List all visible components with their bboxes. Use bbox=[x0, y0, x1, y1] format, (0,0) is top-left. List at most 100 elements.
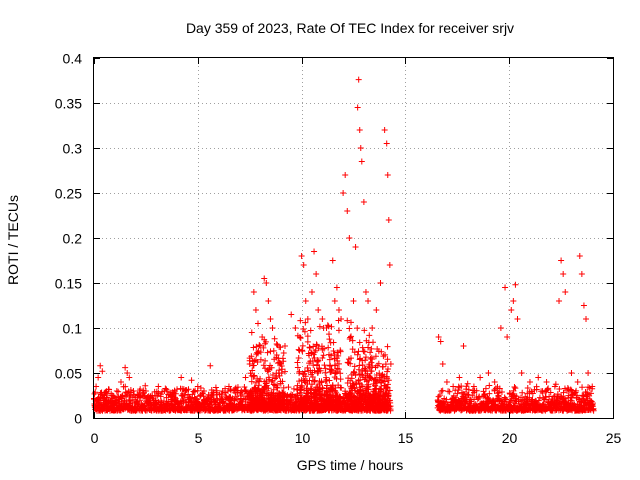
background-point bbox=[463, 386, 470, 393]
data-point bbox=[122, 364, 129, 371]
background-point bbox=[242, 387, 249, 394]
active-point bbox=[317, 367, 324, 374]
active-point bbox=[361, 348, 368, 355]
active-point bbox=[326, 377, 333, 384]
active-point bbox=[384, 381, 391, 388]
active-point bbox=[379, 377, 386, 384]
data-point bbox=[543, 379, 550, 385]
background-point bbox=[465, 386, 472, 393]
active-point bbox=[295, 346, 302, 353]
active-point bbox=[349, 337, 356, 344]
x-tick-label: 15 bbox=[398, 430, 414, 446]
background-point bbox=[446, 388, 453, 395]
active-point bbox=[385, 377, 392, 384]
background-point bbox=[119, 392, 126, 399]
background-point bbox=[443, 396, 450, 403]
background-point bbox=[481, 391, 488, 398]
background-point bbox=[239, 398, 246, 405]
active-point bbox=[264, 349, 271, 356]
active-point bbox=[335, 352, 342, 359]
active-point bbox=[384, 368, 391, 375]
data-point bbox=[354, 104, 361, 111]
active-point bbox=[369, 356, 376, 363]
active-point bbox=[357, 405, 364, 412]
active-point bbox=[294, 364, 301, 371]
active-point bbox=[335, 327, 342, 334]
background-point bbox=[137, 386, 144, 393]
data-point bbox=[356, 127, 363, 133]
data-point bbox=[95, 374, 102, 381]
active-point bbox=[311, 378, 318, 385]
background-point bbox=[324, 382, 331, 389]
active-point bbox=[362, 357, 369, 364]
data-point bbox=[267, 316, 274, 322]
active-point bbox=[337, 376, 344, 383]
data-point bbox=[583, 316, 590, 322]
active-point bbox=[310, 351, 317, 358]
data-point bbox=[580, 302, 587, 309]
data-point bbox=[518, 370, 525, 376]
background-point bbox=[194, 396, 201, 403]
background-point bbox=[197, 385, 204, 392]
data-point bbox=[263, 280, 270, 286]
data-point bbox=[155, 383, 162, 390]
active-point bbox=[384, 343, 391, 350]
background-point bbox=[503, 396, 510, 403]
data-point bbox=[126, 374, 133, 381]
background-point bbox=[126, 393, 133, 400]
data-point bbox=[261, 275, 268, 282]
data-point bbox=[117, 379, 124, 385]
x-tick-label: 25 bbox=[606, 430, 622, 446]
active-point bbox=[315, 357, 322, 364]
active-point bbox=[335, 360, 342, 367]
active-point bbox=[304, 333, 311, 340]
active-point bbox=[250, 373, 257, 380]
active-point bbox=[368, 345, 375, 352]
data-point bbox=[589, 383, 596, 390]
data-point bbox=[346, 235, 353, 241]
data-point bbox=[194, 383, 201, 390]
active-point bbox=[366, 332, 373, 339]
data-point bbox=[504, 334, 511, 340]
data-point bbox=[296, 347, 303, 354]
background-point bbox=[185, 386, 192, 393]
background-point bbox=[547, 389, 554, 396]
active-point bbox=[254, 349, 261, 356]
data-point bbox=[460, 343, 467, 349]
background-point bbox=[285, 384, 292, 391]
background-point bbox=[496, 385, 503, 392]
active-point bbox=[281, 391, 288, 398]
active-point bbox=[345, 405, 352, 412]
active-point bbox=[273, 374, 280, 381]
active-point bbox=[359, 344, 366, 351]
data-point bbox=[384, 172, 391, 178]
data-point bbox=[342, 172, 349, 178]
data-point bbox=[142, 388, 149, 394]
active-point bbox=[349, 346, 356, 353]
data-point bbox=[373, 307, 380, 313]
active-point bbox=[318, 393, 325, 400]
grid bbox=[94, 58, 613, 418]
active-point bbox=[248, 378, 255, 385]
data-point bbox=[248, 329, 255, 336]
background-point bbox=[115, 388, 122, 395]
data-point bbox=[386, 262, 393, 268]
background-point bbox=[502, 395, 509, 402]
background-point bbox=[212, 384, 219, 391]
data-point bbox=[331, 298, 338, 304]
active-point bbox=[249, 367, 256, 374]
x-tick-label: 20 bbox=[502, 430, 518, 446]
active-point bbox=[312, 389, 319, 396]
background-point bbox=[234, 384, 241, 391]
active-point bbox=[302, 319, 309, 326]
active-point bbox=[301, 328, 308, 335]
active-point bbox=[335, 366, 342, 373]
data-point bbox=[562, 289, 569, 295]
x-tick-label: 5 bbox=[195, 430, 203, 446]
active-point bbox=[359, 383, 366, 390]
active-point bbox=[368, 375, 375, 382]
background-point bbox=[524, 401, 531, 408]
active-point bbox=[269, 371, 276, 378]
background-point bbox=[474, 396, 481, 403]
